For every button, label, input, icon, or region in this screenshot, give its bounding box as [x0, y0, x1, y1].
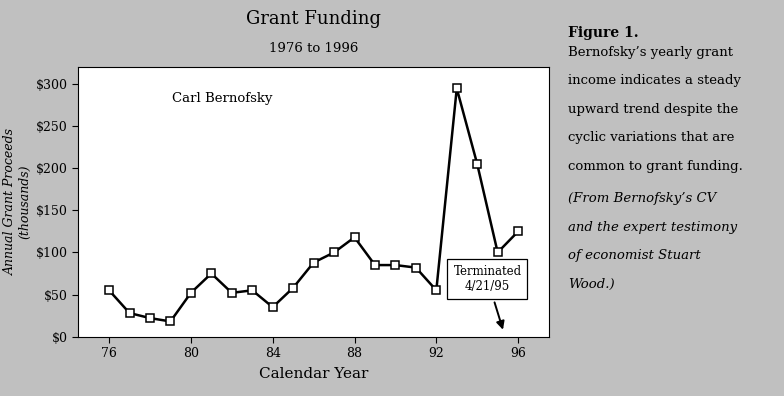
Y-axis label: Annual Grant Proceeds
(thousands): Annual Grant Proceeds (thousands): [4, 128, 32, 276]
Text: Terminated
4/21/95: Terminated 4/21/95: [453, 265, 521, 327]
Text: common to grant funding.: common to grant funding.: [568, 160, 743, 173]
Text: (From Bernofsky’s CV: (From Bernofsky’s CV: [568, 192, 717, 205]
Text: and the expert testimony: and the expert testimony: [568, 221, 738, 234]
Text: of economist Stuart: of economist Stuart: [568, 249, 701, 262]
Text: income indicates a steady: income indicates a steady: [568, 74, 742, 87]
Text: upward trend despite the: upward trend despite the: [568, 103, 739, 116]
Text: Figure 1.: Figure 1.: [568, 26, 639, 40]
X-axis label: Calendar Year: Calendar Year: [259, 367, 368, 381]
Text: cyclic variations that are: cyclic variations that are: [568, 131, 735, 144]
Text: Carl Bernofsky: Carl Bernofsky: [172, 91, 273, 105]
Text: Wood.): Wood.): [568, 278, 615, 291]
Text: Grant Funding: Grant Funding: [246, 10, 381, 28]
Text: Bernofsky’s yearly grant: Bernofsky’s yearly grant: [568, 46, 733, 59]
Text: 1976 to 1996: 1976 to 1996: [269, 42, 358, 55]
